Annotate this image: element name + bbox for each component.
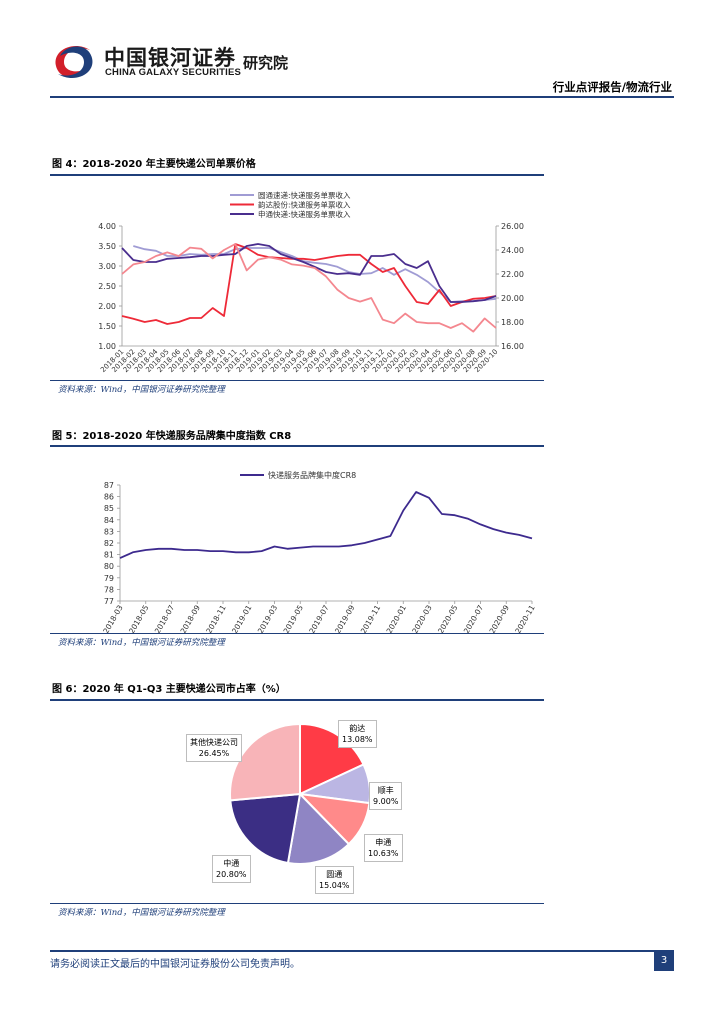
footer-disclaimer: 请务必阅读正文最后的中国银河证券股份公司免责声明。 — [50, 959, 300, 970]
legend-label: 快递服务品牌集中度CR8 — [268, 470, 356, 480]
pie-label-others-name: 其他快递公司 — [190, 738, 238, 747]
y-tick-label: 80 — [104, 562, 114, 571]
logo-english-name: CHINA GALAXY SECURITIES — [105, 67, 242, 78]
x-tick-label: 2020-01 — [385, 603, 409, 633]
x-tick-label: 2019-09 — [333, 603, 357, 633]
figure-6-top-rule — [50, 699, 544, 701]
series-line — [121, 243, 497, 325]
x-tick-label: 2019-07 — [307, 603, 331, 633]
footer-divider — [50, 950, 674, 952]
figure-4-title: 图 4：2018-2020 年主要快递公司单票价格 — [52, 159, 256, 170]
x-tick-label: 2018-11 — [204, 603, 228, 633]
pie-slice — [229, 792, 302, 865]
pie-label-yunda-value: 13.08% — [342, 735, 373, 744]
figure-4-source: 资料来源：Wind，中国银河证券研究院整理 — [58, 385, 225, 395]
pie-label-sto: 申通 10.63% — [364, 834, 403, 862]
right-tick-label: 26.00 — [501, 222, 524, 231]
x-tick-label: 2018-03 — [101, 603, 125, 633]
x-tick-label: 2020-03 — [410, 603, 434, 633]
report-category: 行业点评报告/物流行业 — [552, 80, 672, 94]
x-tick-label: 2018-07 — [153, 603, 177, 633]
right-tick-label: 16.00 — [501, 342, 524, 351]
figure-4-top-rule — [50, 174, 544, 176]
pie-slice — [286, 791, 351, 865]
figure-5-top-rule — [50, 445, 544, 447]
right-tick-label: 24.00 — [501, 246, 524, 255]
pie-label-yto: 圆通 15.04% — [315, 866, 354, 894]
figure-6-title: 图 6：2020 年 Q1-Q3 主要快递公司市占率（%） — [52, 684, 286, 695]
pie-label-zto-value: 20.80% — [216, 870, 247, 879]
x-tick-label: 2018-09 — [179, 603, 203, 633]
legend-label: 申通快递:快递服务单票收入 — [258, 209, 351, 219]
y-tick-label: 85 — [104, 504, 114, 513]
pie-slice — [299, 722, 365, 796]
figure-6-pie-chart — [229, 722, 371, 865]
figure-5-bottom-rule — [50, 633, 544, 634]
y-tick-label: 78 — [104, 585, 114, 594]
left-tick-label: 1.50 — [98, 322, 116, 331]
header-divider — [50, 96, 674, 98]
x-tick-label: 2019-05 — [282, 603, 306, 633]
right-tick-label: 18.00 — [501, 318, 524, 327]
series-line — [119, 491, 533, 559]
y-tick-label: 87 — [104, 481, 114, 490]
x-tick-label: 2020-11 — [513, 603, 537, 633]
pie-label-sto-name: 申通 — [375, 838, 392, 847]
y-tick-label: 82 — [104, 539, 114, 548]
series-line — [121, 243, 497, 333]
figure-4-bottom-rule — [50, 380, 544, 381]
legend-label: 韵达股份:快递服务单票收入 — [258, 200, 351, 210]
pie-label-sto-value: 10.63% — [368, 849, 399, 858]
x-tick-label: 2019-01 — [230, 603, 254, 633]
pie-label-others-value: 26.45% — [198, 749, 230, 758]
left-tick-label: 1.00 — [98, 342, 116, 351]
pie-label-yto-value: 15.04% — [319, 881, 350, 890]
page-number: 3 — [654, 951, 674, 971]
left-tick-label: 3.50 — [98, 242, 116, 251]
y-tick-label: 81 — [104, 551, 114, 560]
pie-label-sf-name: 顺丰 — [377, 786, 394, 795]
y-tick-label: 77 — [104, 597, 114, 606]
left-tick-label: 4.00 — [98, 222, 116, 231]
pie-label-sf-value: 9.00% — [373, 797, 399, 806]
logo-institute: 研究院 — [243, 54, 289, 72]
pie-label-yunda: 韵达 13.08% — [338, 720, 377, 748]
figure-4-price-chart: 1.00 1.50 2.00 2.50 3.00 3.50 4.00 16.00 18.00 20… — [98, 190, 524, 374]
legend-label: 圆通速递:快递服务单票收入 — [258, 190, 351, 200]
left-tick-label: 3.00 — [98, 262, 116, 271]
pie-label-zto-name: 中通 — [223, 859, 240, 868]
logo-chinese-name: 中国银河证券 — [104, 46, 236, 70]
y-tick-label: 83 — [104, 527, 114, 536]
right-tick-label: 20.00 — [501, 294, 524, 303]
figure-5-title: 图 5：2018-2020 年快递服务品牌集中度指数 CR8 — [52, 431, 292, 442]
x-tick-label: 2018-05 — [127, 603, 151, 633]
galaxy-logo-icon — [55, 45, 93, 79]
right-tick-label: 22.00 — [501, 270, 524, 279]
x-tick-label: 2020-09 — [488, 603, 512, 633]
y-tick-label: 79 — [104, 574, 114, 583]
pie-label-others: 其他快递公司 26.45% — [186, 734, 242, 762]
left-tick-label: 2.00 — [98, 302, 116, 311]
x-tick-label: 2019-11 — [359, 603, 383, 633]
pie-label-yunda-name: 韵达 — [349, 724, 366, 733]
pie-label-sf: 顺丰 9.00% — [369, 782, 403, 810]
figure-6-source: 资料来源：Wind，中国银河证券研究院整理 — [58, 908, 225, 918]
y-tick-label: 84 — [104, 516, 114, 525]
series-line — [133, 245, 497, 303]
pie-label-yto-name: 圆通 — [326, 870, 343, 879]
pie-label-zto: 中通 20.80% — [212, 855, 251, 883]
figure-6-bottom-rule — [50, 903, 544, 904]
series-line — [121, 243, 497, 303]
y-tick-label: 86 — [104, 493, 114, 502]
x-tick-label: 2020-07 — [462, 603, 486, 633]
x-tick-label: 2020-05 — [436, 603, 460, 633]
left-tick-label: 2.50 — [98, 282, 116, 291]
x-tick-label: 2019-03 — [256, 603, 280, 633]
figure-5-source: 资料来源：Wind，中国银河证券研究院整理 — [58, 638, 225, 648]
pie-slice — [229, 722, 301, 802]
